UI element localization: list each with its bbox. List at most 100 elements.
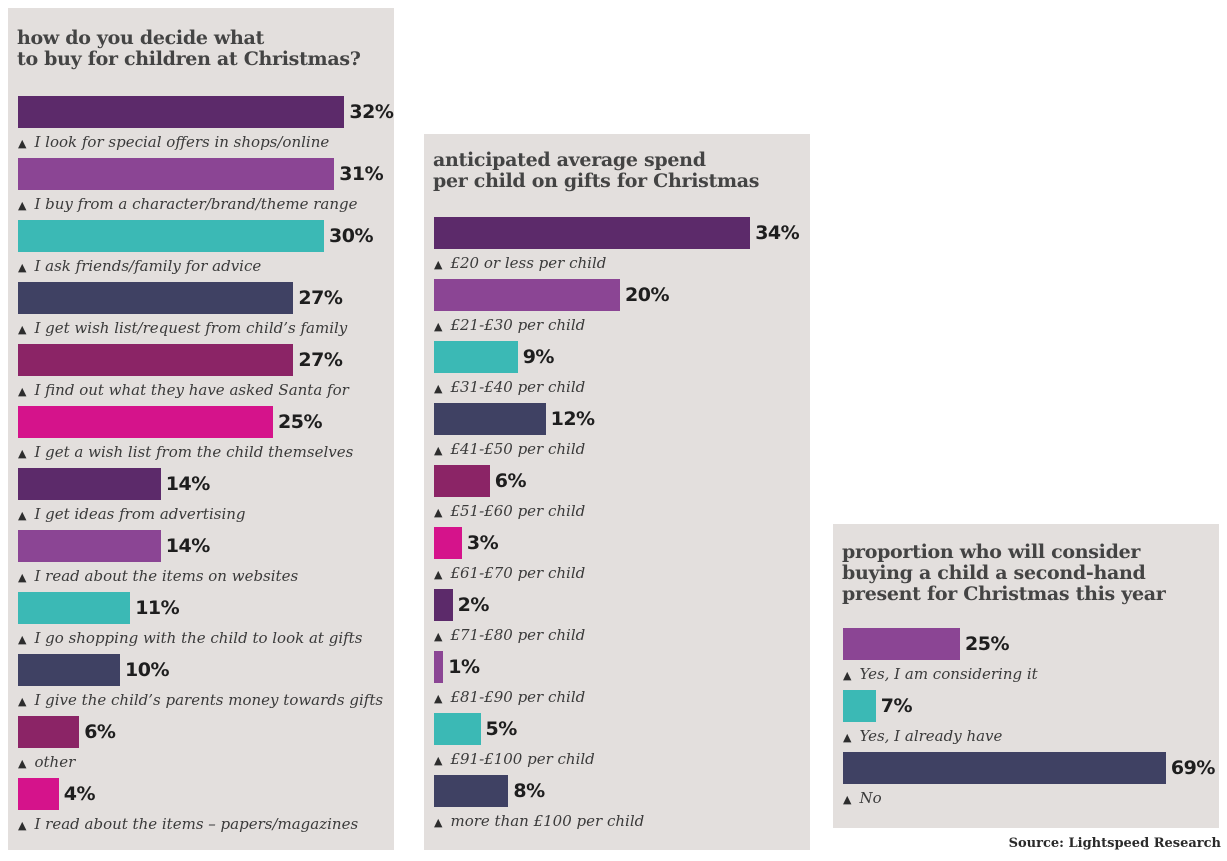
triangle-bullet-icon: ▲ <box>18 447 27 460</box>
triangle-bullet-icon: ▲ <box>18 261 27 274</box>
chart-title-line: to buy for children at Christmas? <box>17 48 361 70</box>
triangle-bullet-icon: ▲ <box>18 199 27 212</box>
category-text: £81-£90 per child <box>450 688 586 706</box>
chart-title-line: present for Christmas this year <box>842 583 1166 605</box>
bar <box>843 628 960 660</box>
bar <box>434 465 490 497</box>
category-label: ▲ I read about the items on websites <box>18 567 298 587</box>
category-label: ▲ I look for special offers in shops/onli… <box>18 133 329 153</box>
category-text: I look for special offers in shops/onlin… <box>34 133 330 151</box>
triangle-bullet-icon: ▲ <box>843 793 852 806</box>
bar <box>434 589 453 621</box>
chart-title: anticipated average spend per child on g… <box>433 150 802 192</box>
triangle-bullet-icon: ▲ <box>843 669 852 682</box>
bar-value-label: 25% <box>278 411 322 433</box>
triangle-bullet-icon: ▲ <box>18 571 27 584</box>
category-label: ▲ I get ideas from advertising <box>18 505 246 525</box>
category-label: ▲ £31-£40 per child <box>434 378 585 398</box>
bar-value-label: 14% <box>165 473 210 495</box>
bar-value-label: 20% <box>625 284 669 306</box>
category-text: I get a wish list from the child themsel… <box>34 443 354 461</box>
category-label: ▲ I give the child’s parents money toward… <box>18 691 383 711</box>
chart-panel-decide: how do you decide what to buy for childr… <box>8 8 394 850</box>
triangle-bullet-icon: ▲ <box>18 509 27 522</box>
bar-value-label: 12% <box>550 408 595 430</box>
chart-title-line: anticipated average spend <box>433 149 706 171</box>
bar-value-label: 11% <box>135 597 180 619</box>
bar-value-label: 14% <box>165 535 210 557</box>
category-text: £41-£50 per child <box>450 440 586 458</box>
triangle-bullet-icon: ▲ <box>18 695 27 708</box>
chart-panel-spend: anticipated average spend per child on g… <box>424 134 810 850</box>
category-text: Yes, I am considering it <box>859 665 1038 683</box>
triangle-bullet-icon: ▲ <box>434 506 443 519</box>
triangle-bullet-icon: ▲ <box>18 385 27 398</box>
category-label: ▲ Yes, I already have <box>843 727 1002 747</box>
bar <box>18 716 80 748</box>
bar-value-label: 1% <box>448 656 480 678</box>
category-label: ▲ No <box>843 789 882 809</box>
category-label: ▲ £21-£30 per child <box>434 316 585 336</box>
bar-value-label: 34% <box>755 222 800 244</box>
bar-value-label: 7% <box>880 695 913 717</box>
triangle-bullet-icon: ▲ <box>18 819 27 832</box>
bar <box>843 752 1166 784</box>
category-label: ▲ £91-£100 per child <box>434 750 595 770</box>
category-text: £51-£60 per child <box>450 502 586 520</box>
bar-list: 32% ▲ I look for special offers in shops/o… <box>18 8 394 850</box>
category-label: ▲ £41-£50 per child <box>434 440 585 460</box>
category-text: £71-£80 per child <box>450 626 586 644</box>
category-label: ▲ I get wish list/request from child’s fa… <box>18 319 347 339</box>
bar <box>434 527 462 559</box>
chart-title: how do you decide what to buy for childr… <box>17 28 386 70</box>
bar <box>434 713 481 745</box>
triangle-bullet-icon: ▲ <box>434 630 443 643</box>
bar-value-label: 2% <box>457 594 490 616</box>
bar <box>18 530 161 562</box>
chart-title-line: proportion who will consider <box>842 541 1141 563</box>
bar <box>434 279 620 311</box>
bar <box>18 468 161 500</box>
category-label: ▲ I ask friends/family for advice <box>18 257 261 277</box>
category-label: ▲ £20 or less per child <box>434 254 606 274</box>
chart-title-line: per child on gifts for Christmas <box>433 170 760 192</box>
bar <box>18 778 59 810</box>
bar-value-label: 30% <box>329 225 373 247</box>
category-text: I read about the items on websites <box>34 567 299 585</box>
category-label: ▲ I go shopping with the child to look at… <box>18 629 362 649</box>
category-label: ▲ more than £100 per child <box>434 812 644 832</box>
triangle-bullet-icon: ▲ <box>434 816 443 829</box>
bar <box>434 651 444 683</box>
triangle-bullet-icon: ▲ <box>18 137 27 150</box>
triangle-bullet-icon: ▲ <box>843 731 852 744</box>
chart-panel-second-hand: proportion who will consider buying a ch… <box>833 524 1219 828</box>
triangle-bullet-icon: ▲ <box>18 323 27 336</box>
bar <box>18 282 294 314</box>
triangle-bullet-icon: ▲ <box>434 382 443 395</box>
triangle-bullet-icon: ▲ <box>434 568 443 581</box>
bar <box>18 654 120 686</box>
category-label: ▲ I read about the items – papers/magazin… <box>18 815 358 835</box>
triangle-bullet-icon: ▲ <box>434 754 443 767</box>
bar-value-label: 27% <box>298 287 343 309</box>
bar-value-label: 10% <box>125 659 169 681</box>
category-text: I ask friends/family for advice <box>34 257 262 275</box>
bar <box>18 344 294 376</box>
category-text: £31-£40 per child <box>450 378 586 396</box>
triangle-bullet-icon: ▲ <box>434 444 443 457</box>
triangle-bullet-icon: ▲ <box>18 757 27 770</box>
category-text: £91-£100 per child <box>450 750 595 768</box>
category-text: I go shopping with the child to look at … <box>34 629 363 647</box>
bar-value-label: 31% <box>339 163 384 185</box>
source-credit: Source: Lightspeed Research <box>1008 836 1221 851</box>
bar-value-label: 5% <box>485 718 518 740</box>
category-label: ▲ Yes, I am considering it <box>843 665 1038 685</box>
bar-value-label: 32% <box>349 101 394 123</box>
category-text: £20 or less per child <box>450 254 607 272</box>
category-label: ▲ I get a wish list from the child themse… <box>18 443 353 463</box>
bar <box>843 690 876 722</box>
triangle-bullet-icon: ▲ <box>434 320 443 333</box>
bar-value-label: 9% <box>522 346 555 368</box>
category-text: I buy from a character/brand/theme range <box>34 195 358 213</box>
bar <box>434 403 546 435</box>
